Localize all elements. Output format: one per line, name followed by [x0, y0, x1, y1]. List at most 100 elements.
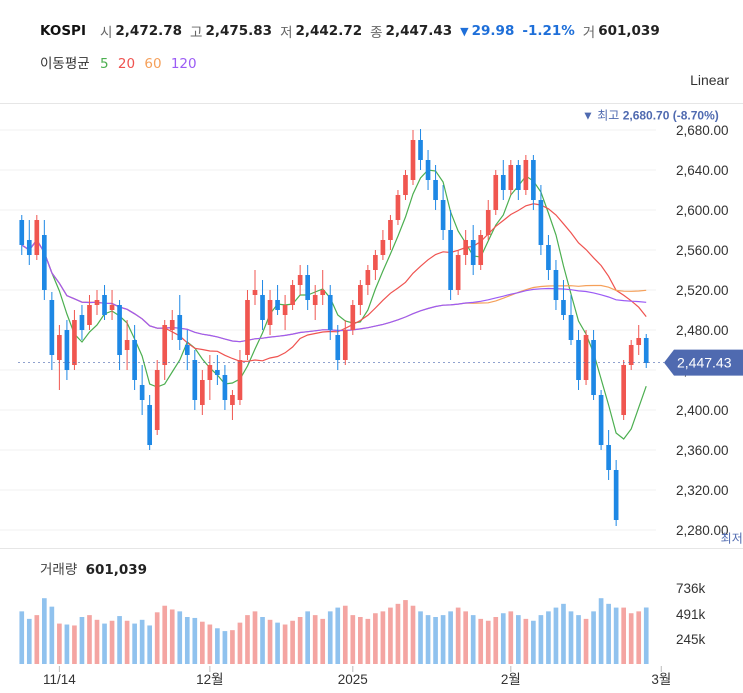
candle-body — [388, 220, 393, 240]
ma-period-5[interactable]: 5 — [99, 56, 109, 72]
high-value: 2,475.83 — [205, 23, 273, 39]
y-tick-label: 2,640.00 — [676, 163, 729, 178]
candle-body — [327, 295, 333, 330]
candle-body — [546, 245, 551, 270]
y-tick-label: 2,560.00 — [676, 243, 729, 258]
candle-body — [500, 175, 506, 190]
ma-period-120[interactable]: 120 — [170, 56, 197, 72]
volume-bar — [109, 620, 115, 664]
candle-body — [169, 320, 175, 330]
candle-body — [538, 200, 544, 245]
volume-bar — [124, 620, 130, 664]
y-tick-label: 2,360.00 — [676, 443, 729, 458]
moving-average-legend[interactable]: 이동평균 5 20 60 120 — [40, 52, 202, 72]
change-value: 29.98 — [471, 23, 515, 39]
ma-period-20[interactable]: 20 — [117, 56, 136, 72]
volume-bar — [470, 615, 476, 664]
candle-body — [613, 470, 619, 520]
close-value: 2,447.43 — [385, 23, 453, 39]
volume-panel-bg — [18, 580, 650, 664]
volume-bar — [139, 619, 145, 664]
volume-bar — [358, 617, 363, 664]
candle-body — [493, 175, 499, 210]
volume-bar — [207, 624, 213, 664]
volume-bar — [568, 611, 574, 664]
candle-body — [49, 300, 55, 355]
ma-period-60[interactable]: 60 — [144, 56, 162, 72]
candle-body — [245, 300, 250, 355]
candle-body — [230, 395, 235, 405]
candle-body — [34, 220, 40, 255]
candle-body — [583, 335, 589, 380]
volume-bar — [312, 615, 318, 664]
candle-body — [553, 270, 559, 300]
scale-type-button[interactable]: Linear — [690, 72, 729, 88]
volume-panel-title: 거래량 601,039 — [40, 558, 147, 578]
volume-bar — [493, 617, 499, 664]
volume-bar — [395, 603, 401, 664]
volume-bar — [72, 625, 77, 664]
candle-body — [598, 395, 604, 445]
candle-body — [410, 140, 416, 180]
volume-bar — [531, 620, 536, 664]
volume-bar — [410, 605, 416, 664]
volume-bar — [380, 611, 386, 664]
candle-body — [403, 175, 408, 195]
candle-body — [64, 330, 70, 370]
volume-tick-label: 245k — [676, 632, 706, 647]
volume-bar — [327, 611, 333, 664]
candle-body — [237, 360, 243, 400]
candle-body — [621, 365, 626, 415]
candle-body — [576, 340, 581, 380]
volume-bar — [628, 613, 634, 664]
y-tick-label: 2,520.00 — [676, 283, 729, 298]
volume-bar — [237, 622, 243, 664]
volume-bar — [79, 617, 85, 664]
open-label: 시 — [99, 25, 113, 41]
candle-body — [628, 345, 634, 365]
candle-body — [591, 340, 596, 395]
candle-body — [358, 285, 363, 305]
candle-body — [606, 445, 611, 470]
candle-body — [516, 165, 521, 190]
volume-bar — [252, 611, 258, 664]
volume-bar — [591, 611, 596, 664]
volume-bar — [508, 611, 514, 664]
volume-bar — [561, 603, 566, 664]
volume-bar — [162, 605, 168, 664]
down-arrow-icon: ▼ — [460, 24, 469, 38]
candle-body — [260, 295, 265, 320]
volume-bar — [34, 615, 40, 664]
candle-body — [215, 370, 220, 375]
min-annotation: 최저 2,284.72 (7.12%) ▲ — [721, 531, 743, 545]
candle-body — [312, 295, 318, 305]
volume-bar — [49, 606, 55, 664]
ma-line-20 — [21, 203, 647, 362]
candle-body — [463, 240, 468, 255]
volume-bar — [478, 618, 484, 664]
volume-panel-label: 거래량 — [40, 562, 78, 578]
symbol-name: KOSPI — [40, 23, 86, 39]
x-tick-label: 2월 — [501, 672, 521, 687]
volume-bar — [538, 615, 544, 664]
volume-bar — [418, 611, 423, 664]
volume-bar — [433, 617, 438, 664]
volume-bar — [282, 624, 288, 664]
volume-bar — [500, 613, 506, 664]
candle-body — [643, 338, 649, 363]
candle-body — [425, 160, 431, 180]
candle-body — [433, 180, 438, 200]
volume-bar — [403, 600, 408, 664]
volume-bar — [245, 615, 250, 664]
volume-bar — [335, 607, 341, 664]
candle-body — [568, 315, 574, 340]
volume-bar — [613, 607, 619, 664]
candle-body — [222, 375, 228, 400]
open-value: 2,472.78 — [115, 23, 183, 39]
volume-bar — [606, 603, 611, 664]
x-tick-label: 3월 — [651, 672, 671, 687]
candle-body — [162, 325, 168, 365]
ma-line-120 — [21, 238, 647, 343]
close-label: 종 — [370, 25, 383, 41]
